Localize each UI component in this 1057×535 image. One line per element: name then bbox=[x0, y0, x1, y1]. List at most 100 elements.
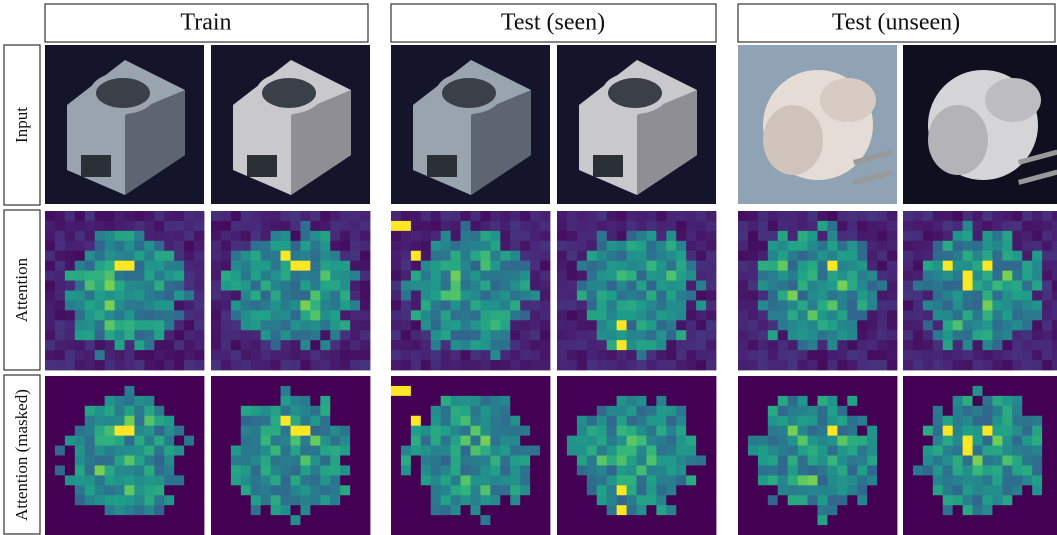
heatmap-cell bbox=[923, 465, 933, 475]
heatmap-cell bbox=[847, 436, 857, 446]
heatmap-cell bbox=[174, 261, 184, 271]
heatmap-cell bbox=[607, 505, 617, 515]
heatmap-cell bbox=[164, 396, 174, 406]
heatmap-cell bbox=[55, 485, 65, 495]
heatmap-cell bbox=[706, 320, 716, 330]
heatmap-cell bbox=[401, 386, 411, 396]
heatmap-cell bbox=[520, 495, 530, 505]
heatmap-cell bbox=[510, 456, 520, 466]
heatmap-cell bbox=[85, 426, 95, 436]
heatmap-cell bbox=[778, 310, 788, 320]
heatmap-cell bbox=[441, 291, 451, 301]
heatmap-cell bbox=[241, 211, 251, 221]
heatmap-cell bbox=[401, 376, 411, 386]
heatmap-cell bbox=[310, 515, 320, 525]
heatmap-cell bbox=[411, 281, 421, 291]
heatmap-cell bbox=[857, 231, 867, 241]
heatmap-cell bbox=[65, 446, 75, 456]
heatmap-cell bbox=[627, 231, 637, 241]
heatmap-cell bbox=[261, 396, 271, 406]
heatmap-cell bbox=[992, 320, 1002, 330]
heatmap-cell bbox=[540, 271, 550, 281]
heatmap-cell bbox=[251, 456, 261, 466]
heatmap-cell bbox=[913, 406, 923, 416]
heatmap-cell bbox=[164, 221, 174, 231]
heatmap-cell bbox=[1022, 330, 1032, 340]
heatmap-cell bbox=[617, 416, 627, 426]
heatmap-cell bbox=[510, 406, 520, 416]
heatmap-cell bbox=[943, 525, 953, 535]
heatmap-cell bbox=[510, 330, 520, 340]
heatmap-cell bbox=[231, 261, 241, 271]
heatmap-cell bbox=[637, 291, 647, 301]
heatmap-cell bbox=[656, 475, 666, 485]
heatmap-cell bbox=[95, 281, 105, 291]
heatmap-cell bbox=[963, 350, 973, 360]
heatmap-cell bbox=[300, 416, 310, 426]
heatmap-cell bbox=[411, 310, 421, 320]
heatmap-cell bbox=[310, 456, 320, 466]
heatmap-cell bbox=[923, 426, 933, 436]
heatmap-cell bbox=[500, 515, 510, 525]
heatmap-cell bbox=[1012, 406, 1022, 416]
heatmap-cell bbox=[221, 505, 231, 515]
heatmap-cell bbox=[431, 456, 441, 466]
heatmap-cell bbox=[421, 485, 431, 495]
heatmap-cell bbox=[411, 231, 421, 241]
heatmap-cell bbox=[567, 426, 577, 436]
masked-attention-map bbox=[45, 376, 204, 535]
heatmap-cell bbox=[768, 475, 778, 485]
heatmap-cell bbox=[320, 360, 330, 370]
heatmap-cell bbox=[500, 350, 510, 360]
heatmap-cell bbox=[1042, 525, 1052, 535]
heatmap-cell bbox=[983, 330, 993, 340]
heatmap-cell bbox=[818, 495, 828, 505]
heatmap-cell bbox=[115, 271, 125, 281]
heatmap-cell bbox=[45, 360, 55, 370]
row-label: Input bbox=[12, 107, 31, 143]
heatmap-cell bbox=[758, 465, 768, 475]
heatmap-cell bbox=[95, 350, 105, 360]
heatmap-cell bbox=[913, 475, 923, 485]
heatmap-cell bbox=[827, 211, 837, 221]
heatmap-cell bbox=[656, 515, 666, 525]
heatmap-cell bbox=[808, 485, 818, 495]
heatmap-cell bbox=[607, 495, 617, 505]
heatmap-cell bbox=[557, 456, 567, 466]
heatmap-cell bbox=[350, 291, 360, 301]
heatmap-cell bbox=[923, 376, 933, 386]
heatmap-cell bbox=[194, 436, 204, 446]
heatmap-cell bbox=[903, 475, 913, 485]
heatmap-cell bbox=[676, 475, 686, 485]
heatmap-cell bbox=[1052, 386, 1057, 396]
heatmap-cell bbox=[174, 330, 184, 340]
heatmap-cell bbox=[490, 525, 500, 535]
heatmap-cell bbox=[421, 465, 431, 475]
heatmap-cell bbox=[115, 475, 125, 485]
heatmap-cell bbox=[992, 271, 1002, 281]
heatmap-cell bbox=[401, 251, 411, 261]
heatmap-cell bbox=[706, 271, 716, 281]
heatmap-cell bbox=[115, 515, 125, 525]
heatmap-cell bbox=[867, 211, 877, 221]
heatmap-cell bbox=[1022, 360, 1032, 370]
heatmap-cell bbox=[431, 376, 441, 386]
heatmap-cell bbox=[758, 281, 768, 291]
heatmap-cell bbox=[300, 456, 310, 466]
heatmap-cell bbox=[461, 475, 471, 485]
heatmap-cell bbox=[65, 396, 75, 406]
heatmap-cell bbox=[992, 495, 1002, 505]
heatmap-cell bbox=[231, 320, 241, 330]
heatmap-cell bbox=[115, 446, 125, 456]
heatmap-cell bbox=[300, 211, 310, 221]
heatmap-cell bbox=[211, 376, 221, 386]
heatmap-cell bbox=[125, 251, 135, 261]
heatmap-cell bbox=[421, 416, 431, 426]
heatmap-cell bbox=[310, 241, 320, 251]
heatmap-cell bbox=[281, 436, 291, 446]
heatmap-cell bbox=[451, 456, 461, 466]
heatmap-cell bbox=[164, 350, 174, 360]
heatmap-cell bbox=[933, 426, 943, 436]
heatmap-cell bbox=[261, 485, 271, 495]
heatmap-cell bbox=[557, 406, 567, 416]
